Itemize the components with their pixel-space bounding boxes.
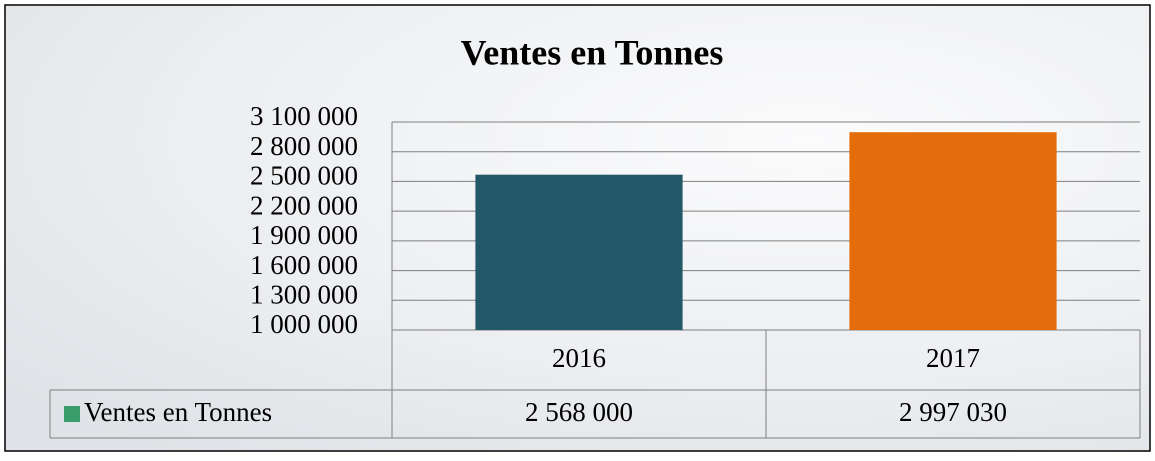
y-tick-label: 1 000 000 xyxy=(250,309,358,339)
y-tick-label: 1 900 000 xyxy=(250,220,358,250)
y-tick-label: 1 300 000 xyxy=(250,279,358,309)
y-tick-label: 2 500 000 xyxy=(250,161,358,191)
table-value: 2 997 030 xyxy=(899,397,1007,427)
x-tick-label: 2017 xyxy=(926,343,980,373)
x-tick-label: 2016 xyxy=(552,343,606,373)
chart-title: Ventes en Tonnes xyxy=(461,32,724,72)
y-tick-label: 1 600 000 xyxy=(250,250,358,280)
bar xyxy=(849,132,1057,330)
y-tick-label: 2 200 000 xyxy=(250,190,358,220)
y-tick-label: 3 100 000 xyxy=(250,101,358,131)
bar xyxy=(475,174,683,330)
legend-label: Ventes en Tonnes xyxy=(84,397,272,427)
table-value: 2 568 000 xyxy=(525,397,633,427)
legend-swatch xyxy=(64,406,80,422)
y-tick-label: 2 800 000 xyxy=(250,131,358,161)
